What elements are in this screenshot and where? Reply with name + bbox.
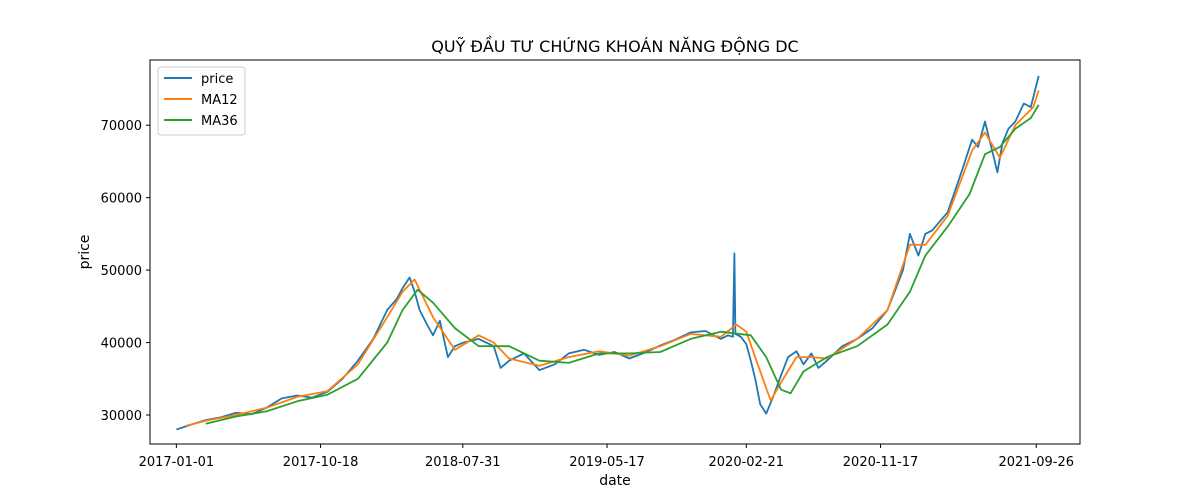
x-tick-label: 2017-01-01	[139, 455, 215, 470]
series-layer	[176, 75, 1040, 431]
legend-label-ma36: MA36	[201, 114, 238, 129]
x-tick-label: 2018-07-31	[425, 455, 501, 470]
series-line-price	[176, 75, 1040, 431]
chart-title: QUỸ ĐẦU TƯ CHỨNG KHOÁN NĂNG ĐỘNG DC	[431, 35, 798, 56]
x-axis-label: date	[599, 473, 631, 489]
x-tick-label: 2020-11-17	[843, 455, 919, 470]
legend: price MA12 MA36	[157, 66, 246, 136]
y-tick-label: 70000	[101, 119, 142, 134]
y-axis: 30000 40000 50000 60000 70000	[101, 119, 150, 424]
y-tick-label: 30000	[101, 409, 142, 424]
x-tick-label: 2021-09-26	[998, 455, 1074, 470]
plot-frame	[149, 59, 1081, 445]
legend-label-price: price	[201, 72, 233, 87]
series-line-ma36	[205, 104, 1040, 425]
x-axis: 2017-01-01 2017-10-18 2018-07-31 2019-05-17…	[139, 444, 1074, 470]
y-tick-label: 40000	[101, 337, 142, 352]
series-line-ma12	[185, 90, 1040, 427]
x-tick-label: 2019-05-17	[569, 455, 645, 470]
legend-box	[157, 66, 246, 136]
y-tick-label: 60000	[101, 192, 142, 207]
y-tick-label: 50000	[101, 264, 142, 279]
legend-label-ma12: MA12	[201, 93, 238, 108]
y-axis-label: price	[77, 235, 93, 270]
x-tick-label: 2020-02-21	[709, 455, 785, 470]
x-tick-label: 2017-10-18	[283, 455, 359, 470]
